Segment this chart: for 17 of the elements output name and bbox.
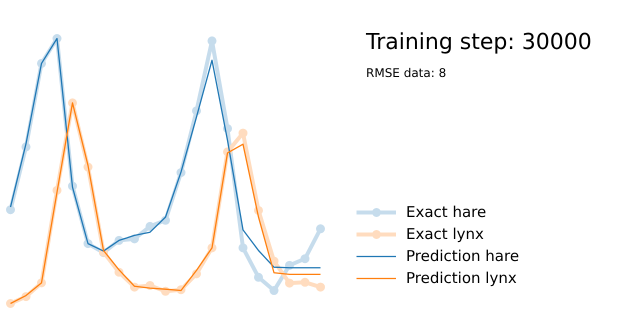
text: Training step: 30000 <box>366 30 592 55</box>
legend-label: Prediction lynx <box>406 269 517 287</box>
point <box>208 36 216 46</box>
legend-label: Exact hare <box>406 203 486 221</box>
text: RMSE data: 8 <box>366 66 446 80</box>
legend-label: Exact lynx <box>406 225 484 243</box>
point <box>6 205 15 214</box>
legend-label: Prediction hare <box>406 247 520 265</box>
point <box>316 224 325 234</box>
point <box>238 243 248 252</box>
point <box>146 222 154 231</box>
point <box>270 286 278 296</box>
point <box>316 282 325 292</box>
point <box>254 272 263 282</box>
point <box>300 278 310 287</box>
point <box>300 254 310 264</box>
point <box>285 278 294 288</box>
